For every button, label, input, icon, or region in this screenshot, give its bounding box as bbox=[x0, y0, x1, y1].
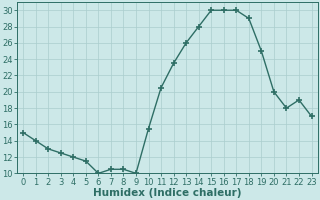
X-axis label: Humidex (Indice chaleur): Humidex (Indice chaleur) bbox=[93, 188, 242, 198]
